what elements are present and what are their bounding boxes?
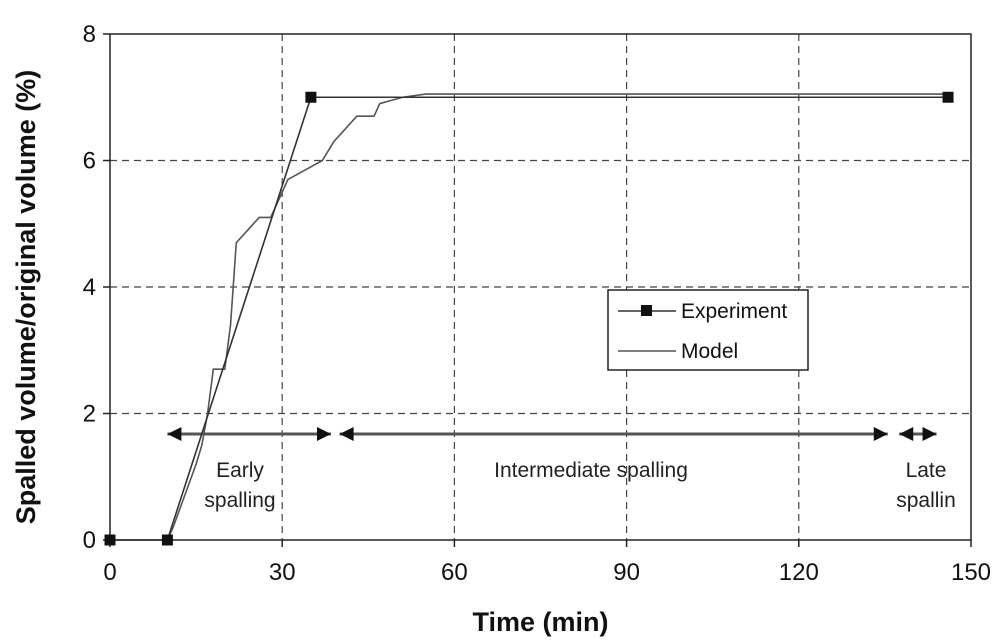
- experiment-line: [110, 96, 949, 541]
- x-tick-label: 90: [613, 559, 640, 586]
- legend-model-label: Model: [681, 340, 738, 363]
- x-axis-title: Time (min): [472, 607, 608, 637]
- y-tick-label: 6: [83, 148, 96, 175]
- phase-arrow-head-left: [167, 427, 182, 441]
- phase-label: spallin: [896, 489, 956, 512]
- axis-ticks: 0 30 60 90 120 150 0 2 4 6 8: [83, 21, 991, 586]
- experiment-point: [942, 91, 954, 103]
- phase-arrow-head-right: [922, 427, 937, 441]
- legend-experiment-label: Experiment: [681, 300, 787, 323]
- y-tick-label: 4: [83, 274, 96, 301]
- phase-arrow-head-left: [899, 427, 914, 441]
- phase-label: Early: [216, 459, 264, 482]
- y-tick-label: 2: [83, 401, 96, 428]
- x-tick-label: 150: [951, 559, 991, 586]
- experiment-point: [161, 534, 173, 546]
- legend: Experiment Model: [607, 289, 809, 371]
- phase-arrow-head-left: [339, 427, 354, 441]
- phase-arrows: Early spalling Intermediate spalling Late sp…: [167, 427, 956, 512]
- x-tick-label: 120: [779, 559, 819, 586]
- phase-label: Late: [906, 459, 947, 482]
- phase-label: spalling: [204, 489, 275, 512]
- experiment-point: [305, 91, 317, 103]
- phase-arrow-head-right: [316, 427, 331, 441]
- grid-lines: [110, 34, 971, 540]
- phase-arrow-head-right: [873, 427, 888, 441]
- legend-box: [607, 289, 809, 371]
- x-tick-label: 60: [441, 559, 468, 586]
- series-layer: [104, 91, 954, 546]
- y-axis-title: Spalled volume/original volume (%): [11, 70, 41, 525]
- x-tick-label: 30: [269, 559, 296, 586]
- legend-experiment-marker: [641, 305, 652, 316]
- y-tick-label: 8: [83, 21, 96, 48]
- experiment-point: [104, 534, 116, 546]
- x-tick-label: 0: [103, 559, 116, 586]
- phase-label: Intermediate spalling: [494, 459, 688, 482]
- y-tick-label: 0: [83, 527, 96, 554]
